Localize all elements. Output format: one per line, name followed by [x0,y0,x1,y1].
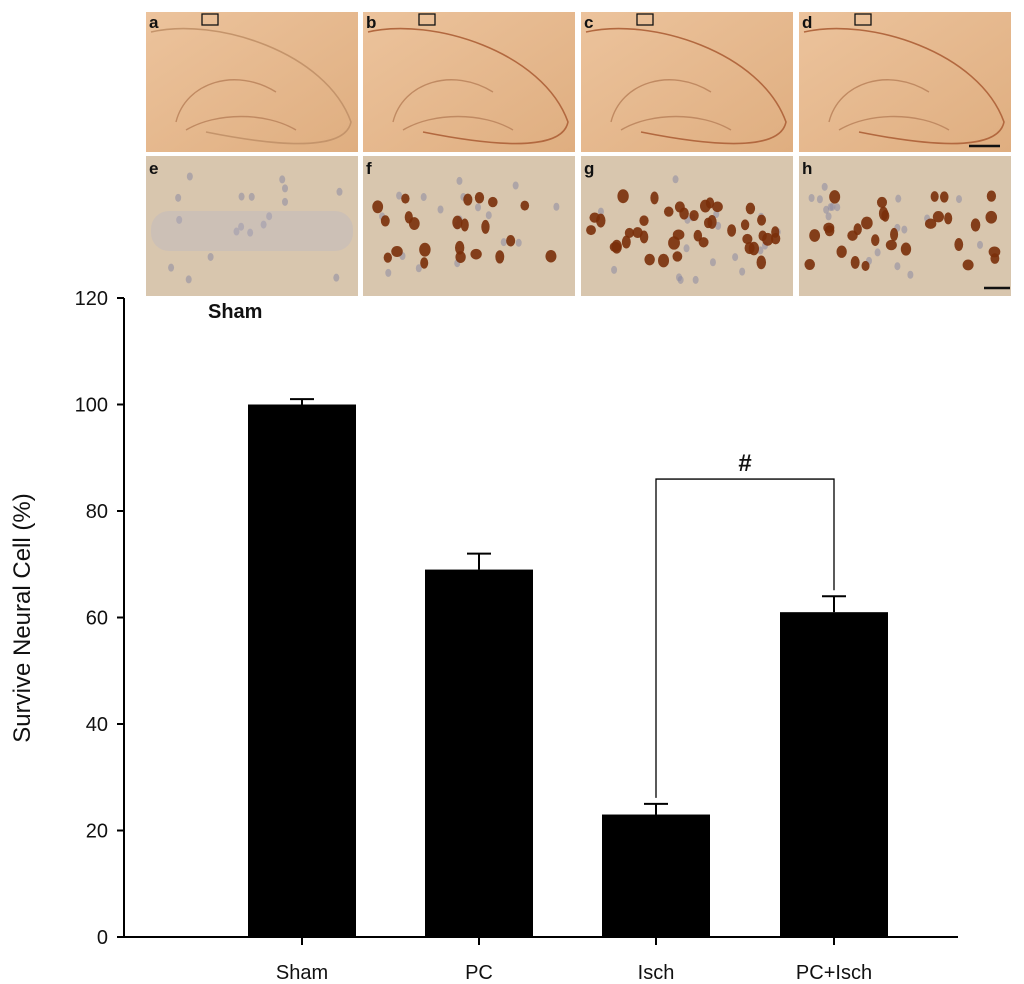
micrograph-panel-g: g [581,156,793,296]
y-axis-label: Survive Neural Cell (%) [9,493,36,742]
y-tick-label: 60 [86,608,108,630]
micrograph-panels: a b c d e f g h [146,12,1011,296]
y-tick-label: 20 [86,821,108,843]
y-tick-label: 100 [75,395,108,417]
panel-label-a: a [149,13,159,32]
bar-pc-isch [780,612,888,937]
bar-pc [425,569,533,937]
panel-label-e: e [149,159,158,178]
x-tick-label: Isch [638,962,675,984]
micrograph-panel-c: c [581,12,793,152]
x-tick-label: Sham [276,962,328,984]
bars [248,398,888,937]
x-ticks: Sham PC Isch PC+Isch [276,937,872,984]
micrograph-panel-a: a [146,12,358,152]
panel-label-c: c [584,13,593,32]
micrograph-panel-b: b [363,12,575,152]
micrograph-panel-f: f [363,156,575,296]
y-tick-label: 0 [97,927,108,949]
panel-label-h: h [802,159,812,178]
significance-marker: # [738,450,751,477]
sham-inset-label: Sham [208,301,262,323]
bar-chart: 0 20 40 60 80 100 120 Sham PC Isch PC+Isch # Surv… [9,288,958,984]
bar-sham [248,404,356,937]
y-ticks: 0 20 40 60 80 100 120 [75,288,124,949]
micrograph-panel-d: d [799,12,1011,152]
panel-label-f: f [366,159,372,178]
y-tick-label: 40 [86,714,108,736]
micrograph-panel-e: e [146,156,358,296]
panel-label-b: b [366,13,376,32]
x-tick-label: PC [465,962,493,984]
y-tick-label: 120 [75,288,108,310]
panel-label-d: d [802,13,812,32]
x-tick-label: PC+Isch [796,962,872,984]
bar-isch [602,814,710,937]
y-tick-label: 80 [86,501,108,523]
significance-bracket: # [655,450,835,798]
bracket-line [655,478,835,798]
panel-label-g: g [584,159,594,178]
micrograph-panel-h: h [799,156,1011,296]
